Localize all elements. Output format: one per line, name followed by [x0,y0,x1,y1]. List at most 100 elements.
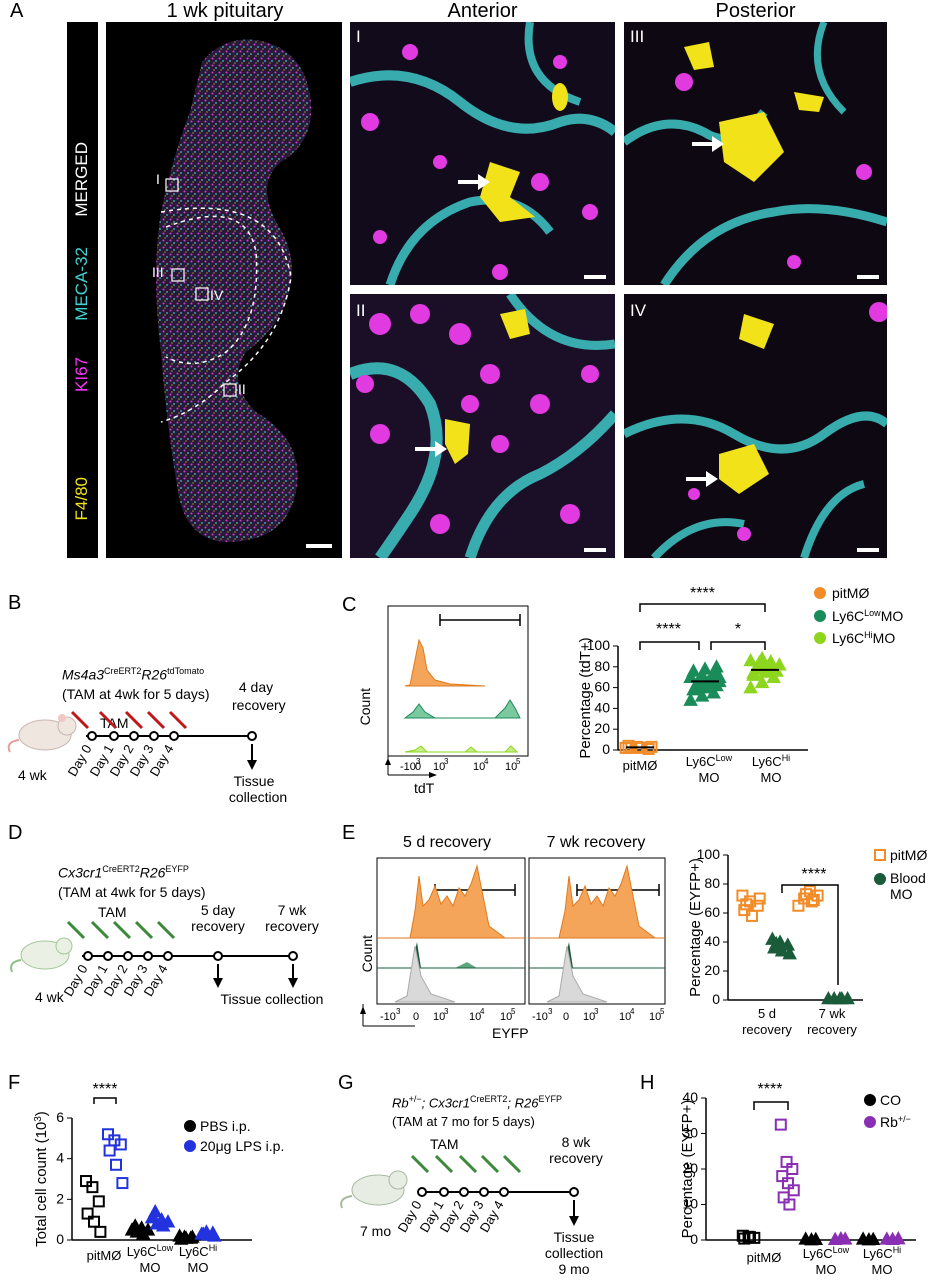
data-point [792,899,805,912]
data-point [110,1158,122,1171]
legend-label: MO [890,886,913,902]
data-point [833,1231,849,1245]
y-tick-label: 100 [697,846,721,862]
channel-meca32: MECA-32 [72,247,91,321]
data-point [774,1118,787,1131]
regimen-d: (TAM at 4wk for 5 days) [58,884,206,900]
data-point [124,1222,140,1236]
data-point [743,652,758,667]
spacer [640,644,705,650]
legend-marker [184,1120,196,1132]
data-point [861,1232,877,1246]
panel-label-f: F [8,1072,21,1094]
panel-label-c: C [342,594,357,616]
data-point [144,1210,160,1224]
panel-label-h: H [640,1072,655,1094]
svg-text:10: 10 [649,1011,661,1023]
inset-label-i: I [156,171,160,187]
svg-text:9 mo: 9 mo [558,1261,589,1277]
inset-i-svg: I [350,22,615,285]
x-cat-label-1: pitMØ [87,1248,122,1263]
y-tick-label: 40 [594,699,610,715]
data-point [642,742,655,755]
legend-label: CO [880,1092,901,1108]
data-point [746,665,761,679]
y-tick-label: 20 [594,720,610,736]
sig-bracket [781,884,839,985]
data-point [195,1226,211,1240]
y-tick-label: 4 [56,1150,64,1166]
svg-text:-10: -10 [380,1011,396,1023]
x-cat-label-3-line2: MO [761,770,782,785]
hist-c-xlabel: tdT [414,780,435,796]
y-tick-label: 20 [704,962,720,978]
svg-text:I: I [356,27,361,46]
y-tick-label: 100 [587,637,611,653]
legend-marker [874,873,886,885]
data-point [622,739,635,752]
legend-label: Rb+/− [880,1114,911,1130]
legend-label: PBS i.p. [200,1118,251,1134]
data-point [786,1163,799,1175]
legend-marker [864,1094,876,1106]
sig-bracket [753,1101,789,1110]
y-tick-label: 20 [682,1160,698,1176]
x-cat-label-2-line2: MO [140,1260,161,1275]
svg-text:collection: collection [545,1245,603,1261]
sig-label-3: * [735,621,741,638]
genotype-d: Cx3cr1CreERT2R26EYFP [58,864,189,881]
data-point [697,661,713,675]
y-tick-label: 6 [56,1109,64,1125]
svg-text:5: 5 [660,1007,665,1016]
svg-text:III: III [630,27,644,46]
svg-text:IV: IV [630,301,647,320]
data-point [753,892,766,905]
legend-marker [184,1140,196,1152]
x-cat-label-1b: recovery [742,1022,792,1037]
timeline-b: 4 wk TAM Day 0 Day 1 Day 2 Day 3 Day 4 4… [7,710,287,805]
timeline-d: 4 wk Day 0 Day 1 Day 2 Day 3 Day 4 Tissu… [10,920,324,1007]
sig-bracket [93,1097,117,1104]
y-tick-label: 0 [56,1231,64,1247]
inset-iv-svg: IV [624,301,887,558]
regimen-b: (TAM at 4wk for 5 days) [62,686,210,702]
x-cat-label-2: Ly6CLow [127,1243,174,1259]
data-point [155,1218,171,1232]
data-point [102,1128,114,1141]
inset-box-ii [223,383,237,397]
inset-image-ii: II [350,294,615,558]
legend-label: Ly6CHiMO [832,630,895,646]
legend-label: Blood [890,870,926,886]
y-tick-label: 0 [602,741,610,757]
svg-text:5: 5 [511,1007,516,1016]
svg-text:Tissue collection: Tissue collection [221,991,324,1007]
genotype-g: Rb+/−; Cx3cr1CreERT2; R26EYFP [392,1094,562,1111]
data-point [207,1228,222,1242]
recovery-b-top: 4 day [238,679,274,695]
x-cat-label-3: Ly6CHi [179,1243,217,1259]
data-point [804,1232,819,1246]
y-axis-label: Percentage (tdT+) [577,637,594,758]
data-point [782,946,797,960]
y-tick-label: 60 [704,904,720,920]
hist-e-title-2: 7 wk recovery [546,834,646,851]
y-tick-label: 40 [704,933,720,949]
svg-text:-10: -10 [400,761,416,773]
tam-d: TAM [98,904,127,920]
svg-text:10: 10 [619,1011,631,1023]
x-cat-label-2-line2: MO [699,770,720,785]
hist-e-xlabel: EYFP [492,1025,529,1041]
y-tick-label: 30 [682,1125,698,1141]
legend-label: Ly6CLowMO [832,608,903,624]
recovery-d2: 7 wk recovery [265,902,319,934]
svg-text:-10: -10 [532,1011,548,1023]
data-point [768,935,784,950]
inset-image-iv: IV [624,294,887,558]
data-point [746,909,758,922]
sig-label: **** [93,1081,118,1098]
x-cat-label-3-line2: MO [188,1260,209,1275]
data-point [80,1175,92,1188]
hist-e-title-1: 5 d recovery [402,834,492,851]
tam-g: TAM [430,1136,459,1152]
